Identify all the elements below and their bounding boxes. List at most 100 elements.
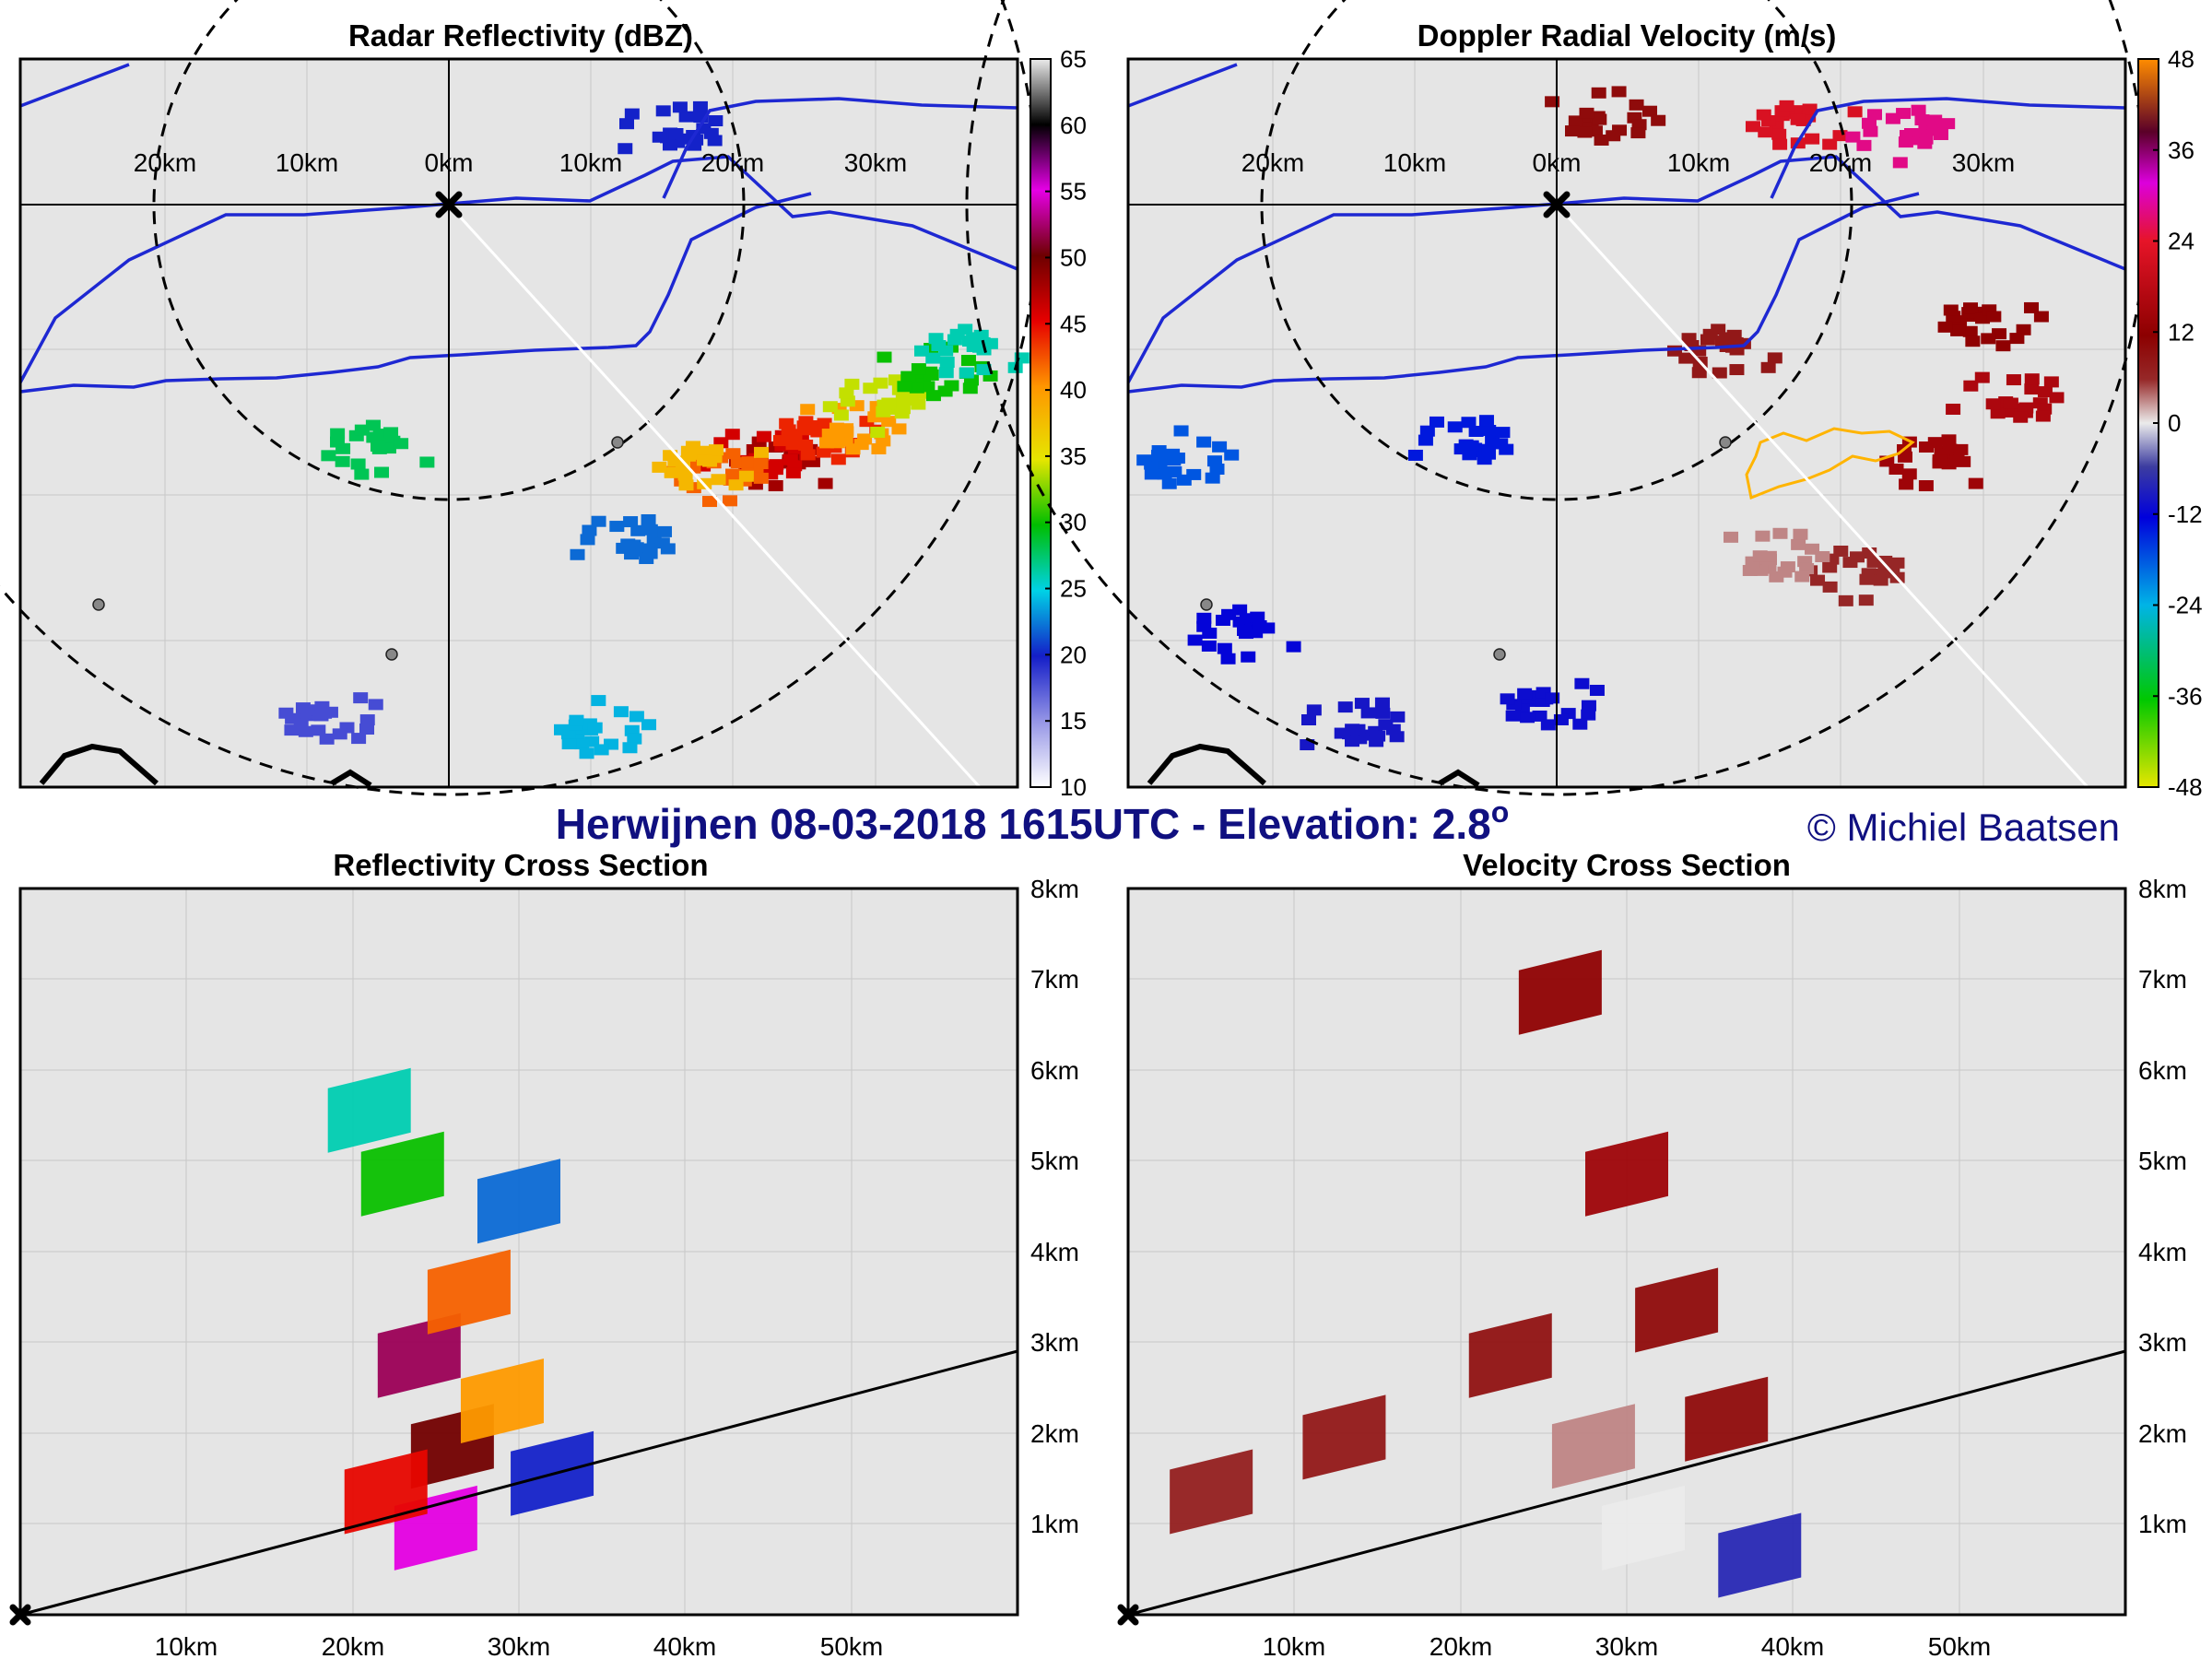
echo-pixel bbox=[284, 724, 300, 736]
echo-pixel bbox=[1856, 139, 1872, 151]
colorbar-tick-label: 60 bbox=[1060, 112, 1087, 139]
echo-pixel bbox=[897, 381, 912, 393]
echo-pixel bbox=[569, 714, 584, 726]
x-tick-label: 30km bbox=[1952, 148, 2015, 177]
echo-pixel bbox=[1478, 415, 1494, 427]
echo-pixel bbox=[350, 458, 366, 470]
echo-pixel bbox=[627, 733, 642, 745]
echo-pixel bbox=[1845, 131, 1861, 143]
echo-pixel bbox=[311, 724, 326, 736]
hail-contour bbox=[1745, 427, 1915, 500]
echo-pixel bbox=[871, 442, 887, 454]
echo-cluster bbox=[1937, 301, 2049, 352]
echo-pixel bbox=[728, 479, 744, 491]
echo-pixel bbox=[833, 409, 849, 421]
echo-pixel bbox=[1771, 128, 1787, 140]
echo-pixel bbox=[1458, 439, 1474, 451]
echo-pixel bbox=[844, 378, 860, 390]
velocity-cross-section-y-ticks: 1km 2km 3km 4km 5km 6km 7km 8km bbox=[2138, 875, 2187, 1538]
echo-pixel bbox=[1933, 128, 1948, 140]
echo-pixel bbox=[368, 699, 383, 711]
echo-pixel bbox=[622, 742, 638, 754]
beam-segment bbox=[477, 1159, 560, 1244]
echo-pixel bbox=[1802, 103, 1818, 115]
echo-pixel bbox=[323, 706, 338, 718]
province-border bbox=[1126, 63, 2126, 394]
colorbar-tick-label: 45 bbox=[1060, 310, 1087, 337]
echo-pixel bbox=[925, 352, 941, 364]
echo-pixel bbox=[1838, 594, 1853, 606]
echo-pixel bbox=[822, 401, 838, 413]
echo-cluster bbox=[618, 100, 724, 155]
x-tick-label: 50km bbox=[820, 1632, 883, 1659]
echo-pixel bbox=[629, 711, 644, 723]
echo-pixel bbox=[1517, 688, 1533, 700]
echo-pixel bbox=[2037, 386, 2053, 398]
echo-pixel bbox=[1591, 87, 1606, 99]
echo-pixel bbox=[1791, 538, 1806, 550]
echo-pixel bbox=[1481, 425, 1497, 437]
echo-pixel bbox=[845, 443, 861, 455]
echo-pixel bbox=[655, 105, 671, 117]
echo-pixel bbox=[677, 469, 693, 481]
echo-pixel bbox=[353, 692, 369, 704]
echo-pixel bbox=[624, 108, 640, 120]
reflectivity-ppi-plot-area bbox=[20, 59, 1018, 787]
echo-pixel bbox=[1950, 324, 1966, 336]
echo-pixel bbox=[618, 143, 633, 155]
echo-pixel bbox=[1606, 130, 1621, 142]
echo-pixel bbox=[1260, 622, 1276, 634]
degree-symbol: o bbox=[1491, 795, 1510, 829]
echo-pixel bbox=[2049, 392, 2065, 404]
echo-pixel bbox=[594, 744, 609, 756]
echo-pixel bbox=[1927, 114, 1943, 126]
echo-pixel bbox=[1849, 551, 1865, 563]
echo-pixel bbox=[1940, 118, 1956, 130]
echo-pixel bbox=[1212, 441, 1228, 453]
echo-pixel bbox=[1565, 125, 1581, 137]
echo-pixel bbox=[1499, 443, 1514, 455]
echo-pixel bbox=[1941, 434, 1957, 446]
beam-segment bbox=[1468, 1312, 1552, 1398]
echo-pixel bbox=[800, 449, 816, 461]
country-border bbox=[1147, 743, 1480, 788]
x-tick-label: 50km bbox=[1928, 1632, 1991, 1659]
colorbar-tick-label: 50 bbox=[1060, 243, 1087, 271]
echo-pixel bbox=[554, 724, 569, 735]
echo-pixel bbox=[1986, 311, 2002, 323]
echo-pixel bbox=[1390, 711, 1406, 723]
echo-pixel bbox=[685, 441, 700, 453]
echo-pixel bbox=[1224, 449, 1240, 461]
echo-pixel bbox=[1810, 574, 1826, 586]
echo-pixel bbox=[365, 419, 381, 431]
echo-pixel bbox=[1170, 453, 1185, 465]
echo-pixel bbox=[1794, 571, 1810, 582]
echo-pixel bbox=[1350, 724, 1366, 735]
echo-pixel bbox=[818, 477, 833, 489]
echo-pixel bbox=[1904, 128, 1919, 139]
echo-pixel bbox=[1769, 571, 1784, 582]
echo-pixel bbox=[1579, 107, 1594, 119]
x-tick-label: 30km bbox=[488, 1632, 550, 1659]
echo-pixel bbox=[641, 513, 656, 525]
echo-pixel bbox=[2024, 301, 2040, 313]
echo-pixel bbox=[1161, 477, 1177, 489]
velocity-ppi-x-ticks: 20km 10km 0km 10km 20km 30km bbox=[1241, 148, 2015, 177]
echo-pixel bbox=[1833, 545, 1849, 557]
x-tick-label: 10km bbox=[276, 148, 338, 177]
reflectivity-cross-section-panel: Reflectivity Cross Section 10km 20km 30k… bbox=[9, 848, 1079, 1659]
echo-pixel bbox=[330, 428, 346, 440]
echo-pixel bbox=[1956, 455, 1971, 467]
echo-pixel bbox=[1742, 564, 1758, 576]
colorbar-tick-label: 15 bbox=[1060, 707, 1087, 735]
echo-pixel bbox=[724, 429, 740, 441]
beam-segment bbox=[1685, 1376, 1769, 1462]
x-tick-label: 0km bbox=[425, 148, 474, 177]
echo-cluster bbox=[1407, 415, 1514, 465]
echo-cluster bbox=[1879, 434, 1983, 492]
echo-pixel bbox=[1594, 134, 1609, 146]
echo-pixel bbox=[1136, 454, 1152, 466]
echo-pixel bbox=[1375, 707, 1391, 719]
echo-pixel bbox=[1995, 340, 2011, 352]
velocity-colorbar: 48 36 24 12 0 -12 -24 -36 -48 bbox=[2137, 45, 2203, 801]
